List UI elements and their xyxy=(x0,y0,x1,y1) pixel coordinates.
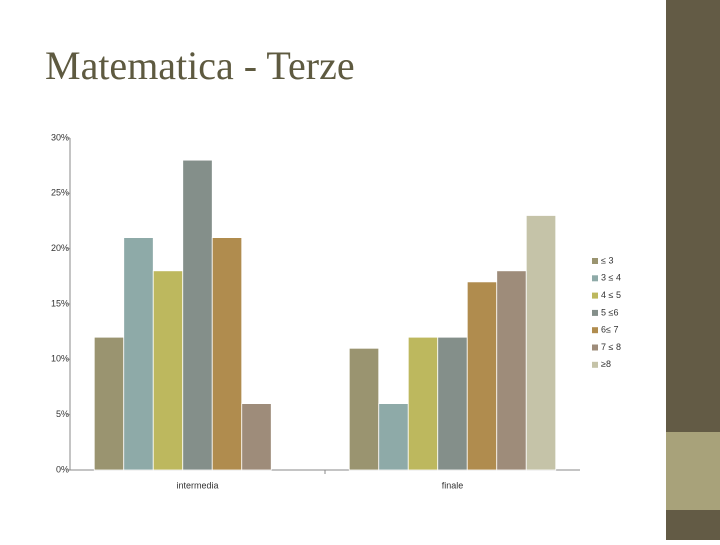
legend-label: ≥8 xyxy=(601,359,611,369)
legend-label: 4 ≤ 5 xyxy=(601,290,621,300)
y-tick-label: 0% xyxy=(56,464,69,474)
bar xyxy=(407,336,439,471)
legend-swatch xyxy=(592,309,598,316)
y-tick-label: 20% xyxy=(51,243,69,253)
x-tick-label: finale xyxy=(442,480,464,490)
bar xyxy=(437,336,468,471)
y-tick-label: 25% xyxy=(51,188,69,198)
legend-swatch xyxy=(592,275,598,282)
chart-title: Matematica - Terze xyxy=(45,43,355,88)
bar xyxy=(525,215,557,471)
legend-label: 6≤ 7 xyxy=(601,325,618,335)
y-tick-label: 15% xyxy=(51,298,69,308)
legend-swatch xyxy=(592,327,598,334)
bar xyxy=(123,237,154,471)
x-tick-label: intermedia xyxy=(176,480,218,490)
bar xyxy=(466,281,498,471)
y-tick-label: 30% xyxy=(51,132,69,142)
bar xyxy=(496,270,527,471)
legend-swatch xyxy=(592,344,598,351)
legend-label: 7 ≤ 8 xyxy=(601,342,621,352)
side-accent xyxy=(666,432,720,510)
bar xyxy=(211,237,243,471)
legend-swatch xyxy=(592,361,598,368)
y-tick-label: 5% xyxy=(56,409,69,419)
bar xyxy=(378,403,409,471)
legend-label: 3 ≤ 4 xyxy=(601,273,621,283)
bar xyxy=(241,403,272,471)
bar xyxy=(348,347,380,471)
legend-swatch xyxy=(592,292,598,299)
legend-label: 5 ≤6 xyxy=(601,307,618,317)
bar xyxy=(182,159,213,471)
bar xyxy=(152,270,184,471)
y-tick-label: 10% xyxy=(51,354,69,364)
legend-swatch xyxy=(592,258,598,264)
legend-label: ≤ 3 xyxy=(601,255,613,265)
bar xyxy=(93,336,125,471)
